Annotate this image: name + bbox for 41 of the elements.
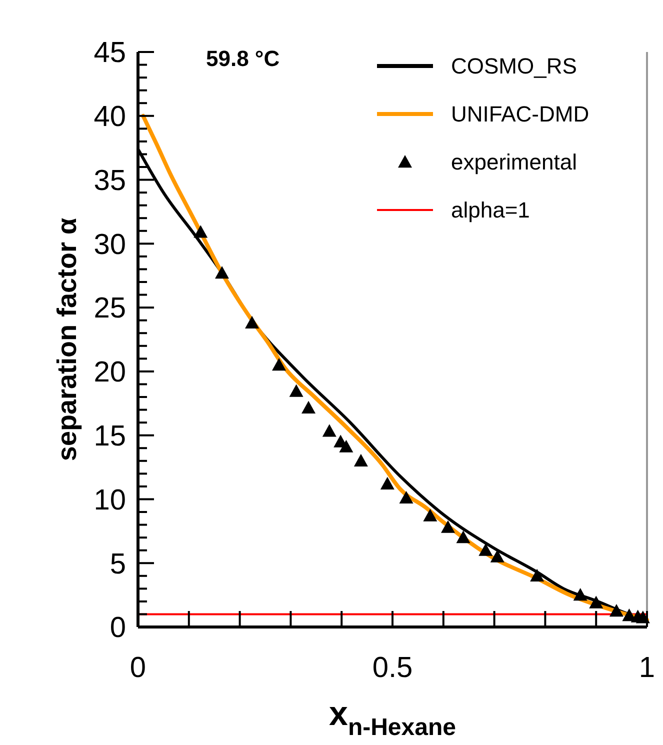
x-axis-title: x$_{n-Hexane}$ [329,695,456,741]
y-tick-label: 15 [94,420,126,452]
point [380,476,394,490]
point [354,454,368,466]
point [589,596,604,608]
point [214,266,229,279]
point [609,604,624,617]
x-tick-label: 0 [130,652,146,684]
y-tick-label: 45 [94,37,126,70]
annotation: 59.8 °C [206,46,280,71]
point [423,508,438,522]
legend-label: COSMO_RS [451,54,577,79]
point [289,384,304,397]
point [490,550,504,562]
point [440,520,455,533]
y-tick-label: 0 [110,612,126,644]
legend-label: experimental [451,150,577,175]
point [194,225,208,238]
point [478,543,493,556]
point [302,400,316,414]
point [245,316,260,328]
legend-label: alpha=1 [451,198,530,223]
y-tick-label: 35 [94,164,126,197]
point [530,568,544,582]
point [322,424,336,437]
point [339,440,354,452]
y-tick-label: 20 [94,356,126,389]
point [636,610,650,624]
y-tick-label: 5 [110,548,126,580]
y-tick-label: 10 [94,484,126,516]
legend-label: UNIFAC-DMD [451,102,590,127]
y-tick-label: 30 [94,228,126,261]
point [272,358,286,371]
x-tick-label: 1 [638,652,656,684]
x-tick-label: 0.5 [372,652,413,684]
point [456,530,470,544]
point [573,588,588,601]
y-tick-label: 25 [94,292,126,325]
point [399,490,414,504]
y-axis-title: separation factor α [52,218,82,462]
y-tick-label: 40 [94,101,126,134]
